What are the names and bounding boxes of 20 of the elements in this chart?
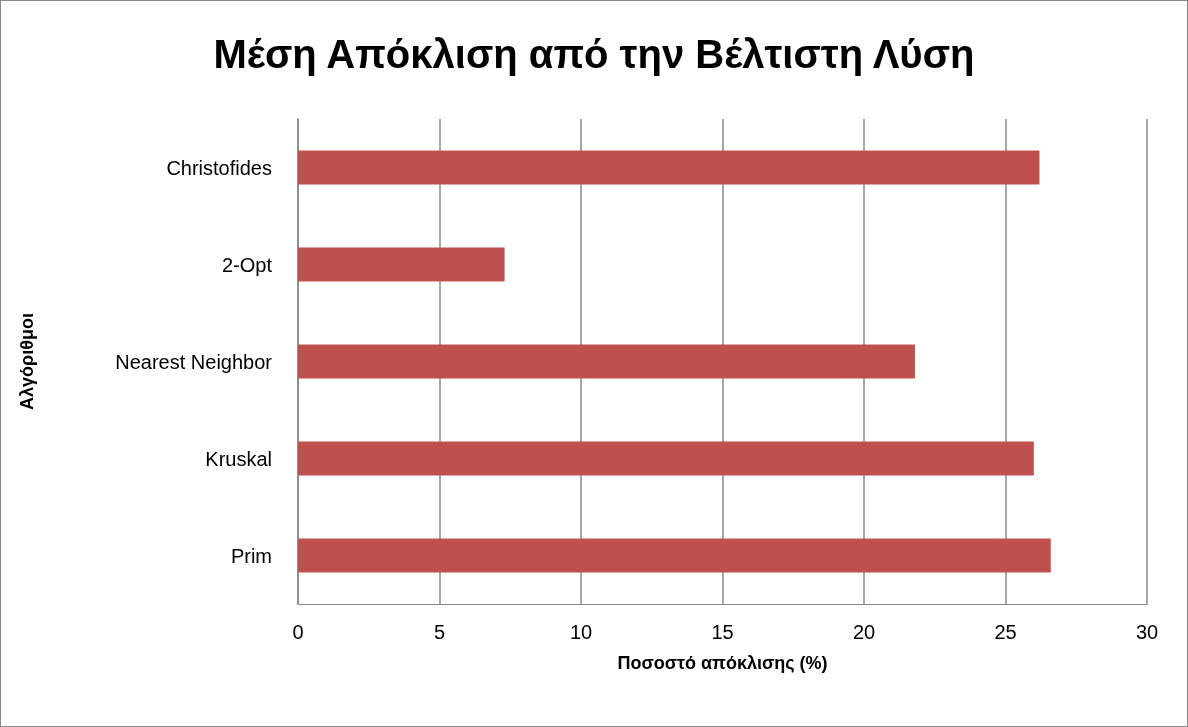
y-tick-label: 2-Opt (221, 253, 273, 276)
y-tick-label: Kruskal (205, 447, 272, 470)
x-tick-label: 30 (1135, 621, 1159, 643)
bar (298, 441, 1034, 476)
x-tick-label: 15 (711, 621, 734, 643)
x-axis-title: Ποσοστό απόκλισης (%) (617, 653, 828, 673)
x-tick-label: 5 (433, 621, 446, 643)
bar (298, 150, 1040, 185)
y-axis-title: Αλγόριθμοι (17, 313, 37, 410)
bar (298, 344, 915, 379)
x-tick-label: 25 (994, 621, 1017, 643)
y-tick-label: Prim (230, 544, 272, 567)
y-tick-label: Nearest Neighbor (115, 350, 273, 373)
bar (298, 538, 1051, 573)
x-tick-label: 10 (569, 621, 593, 643)
chart-title: Μέση Απόκλιση από την Βέλτιστη Λύση (213, 32, 975, 76)
x-tick-label: 0 (292, 621, 304, 643)
y-tick-label: Christofides (166, 156, 272, 179)
bar (298, 247, 505, 282)
x-tick-label: 20 (852, 621, 876, 643)
